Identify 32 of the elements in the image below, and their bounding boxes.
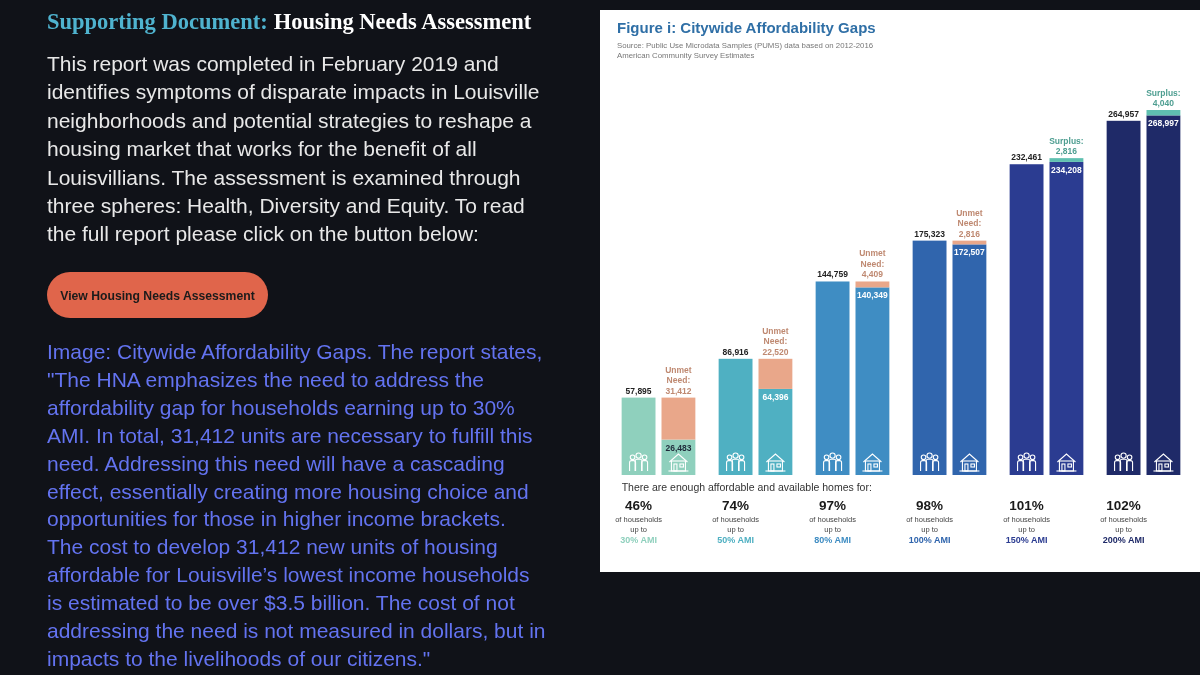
data-label: 264,957 — [1108, 108, 1140, 119]
data-label: 4,409 — [861, 269, 884, 280]
text: Image: Citywide Affordability Gaps. The report states, "The HNA emphasizes the need to address the affordability gap for households earning up to 30% AMI. In total, 31,412 units are necessary to fulfill this need. Addressing this need will have a cascading effect, essentially creating more housing choice and opportunities for those in higher income brackets. The cost to develop 31,412 new units of housing affordable for Louisville’s lowest income households is estimated to be over $3.5 billion. The cost of not addressing the need is not measured in dollars, but in impacts to the livelihoods of our citizens." — [47, 340, 546, 670]
text: Supporting Document: — [47, 9, 268, 34]
x-axis-title: There are enough affordable and available homes for: — [621, 481, 872, 493]
data-label: 144,759 — [817, 269, 849, 280]
series-label: Unmet Need: — [665, 364, 692, 386]
text: This report was completed in February 2019 and identifies symptoms of disparate impacts in Louisville neighborhoods and potential strategies to reshape a housing market that works for the benefit of all Louisvillians. The assessment is examined through three spheres: Health, Diversity and Equity. To read the full report please click on the button below: — [47, 52, 540, 246]
text: View Housing Needs Assessment — [60, 288, 255, 303]
data-label: 31,412 — [665, 385, 692, 396]
data-label: 234,208 — [1051, 164, 1083, 175]
data-label: 268,997 — [1148, 118, 1180, 129]
chart-title: Figure i: Citywide Affordability Gaps — [617, 19, 876, 36]
data-label: 232,461 — [1011, 152, 1043, 163]
text: Surplus: — [1146, 87, 1181, 98]
data-label: 4,040 — [1152, 98, 1175, 108]
data-label: 2,816 — [1055, 146, 1078, 157]
text: Unmet Need: — [956, 207, 983, 229]
text: Unmet Need: — [762, 325, 789, 347]
data-label: 57,895 — [625, 385, 652, 396]
data-label: 22,520 — [762, 346, 789, 357]
data-label: 2,816 — [958, 228, 981, 239]
text: Unmet Need: — [859, 248, 886, 269]
button[interactable] — [47, 272, 268, 318]
series-label: Surplus: — [1049, 135, 1084, 146]
data-label: 175,323 — [914, 228, 946, 239]
data-label: 64,396 — [762, 391, 789, 402]
data-label: 172,507 — [954, 247, 986, 258]
data-label: 86,916 — [722, 346, 749, 357]
data-label: 26,483 — [665, 442, 692, 453]
data-label: 140,349 — [857, 290, 889, 301]
text: Housing Needs Assessment — [273, 9, 532, 34]
